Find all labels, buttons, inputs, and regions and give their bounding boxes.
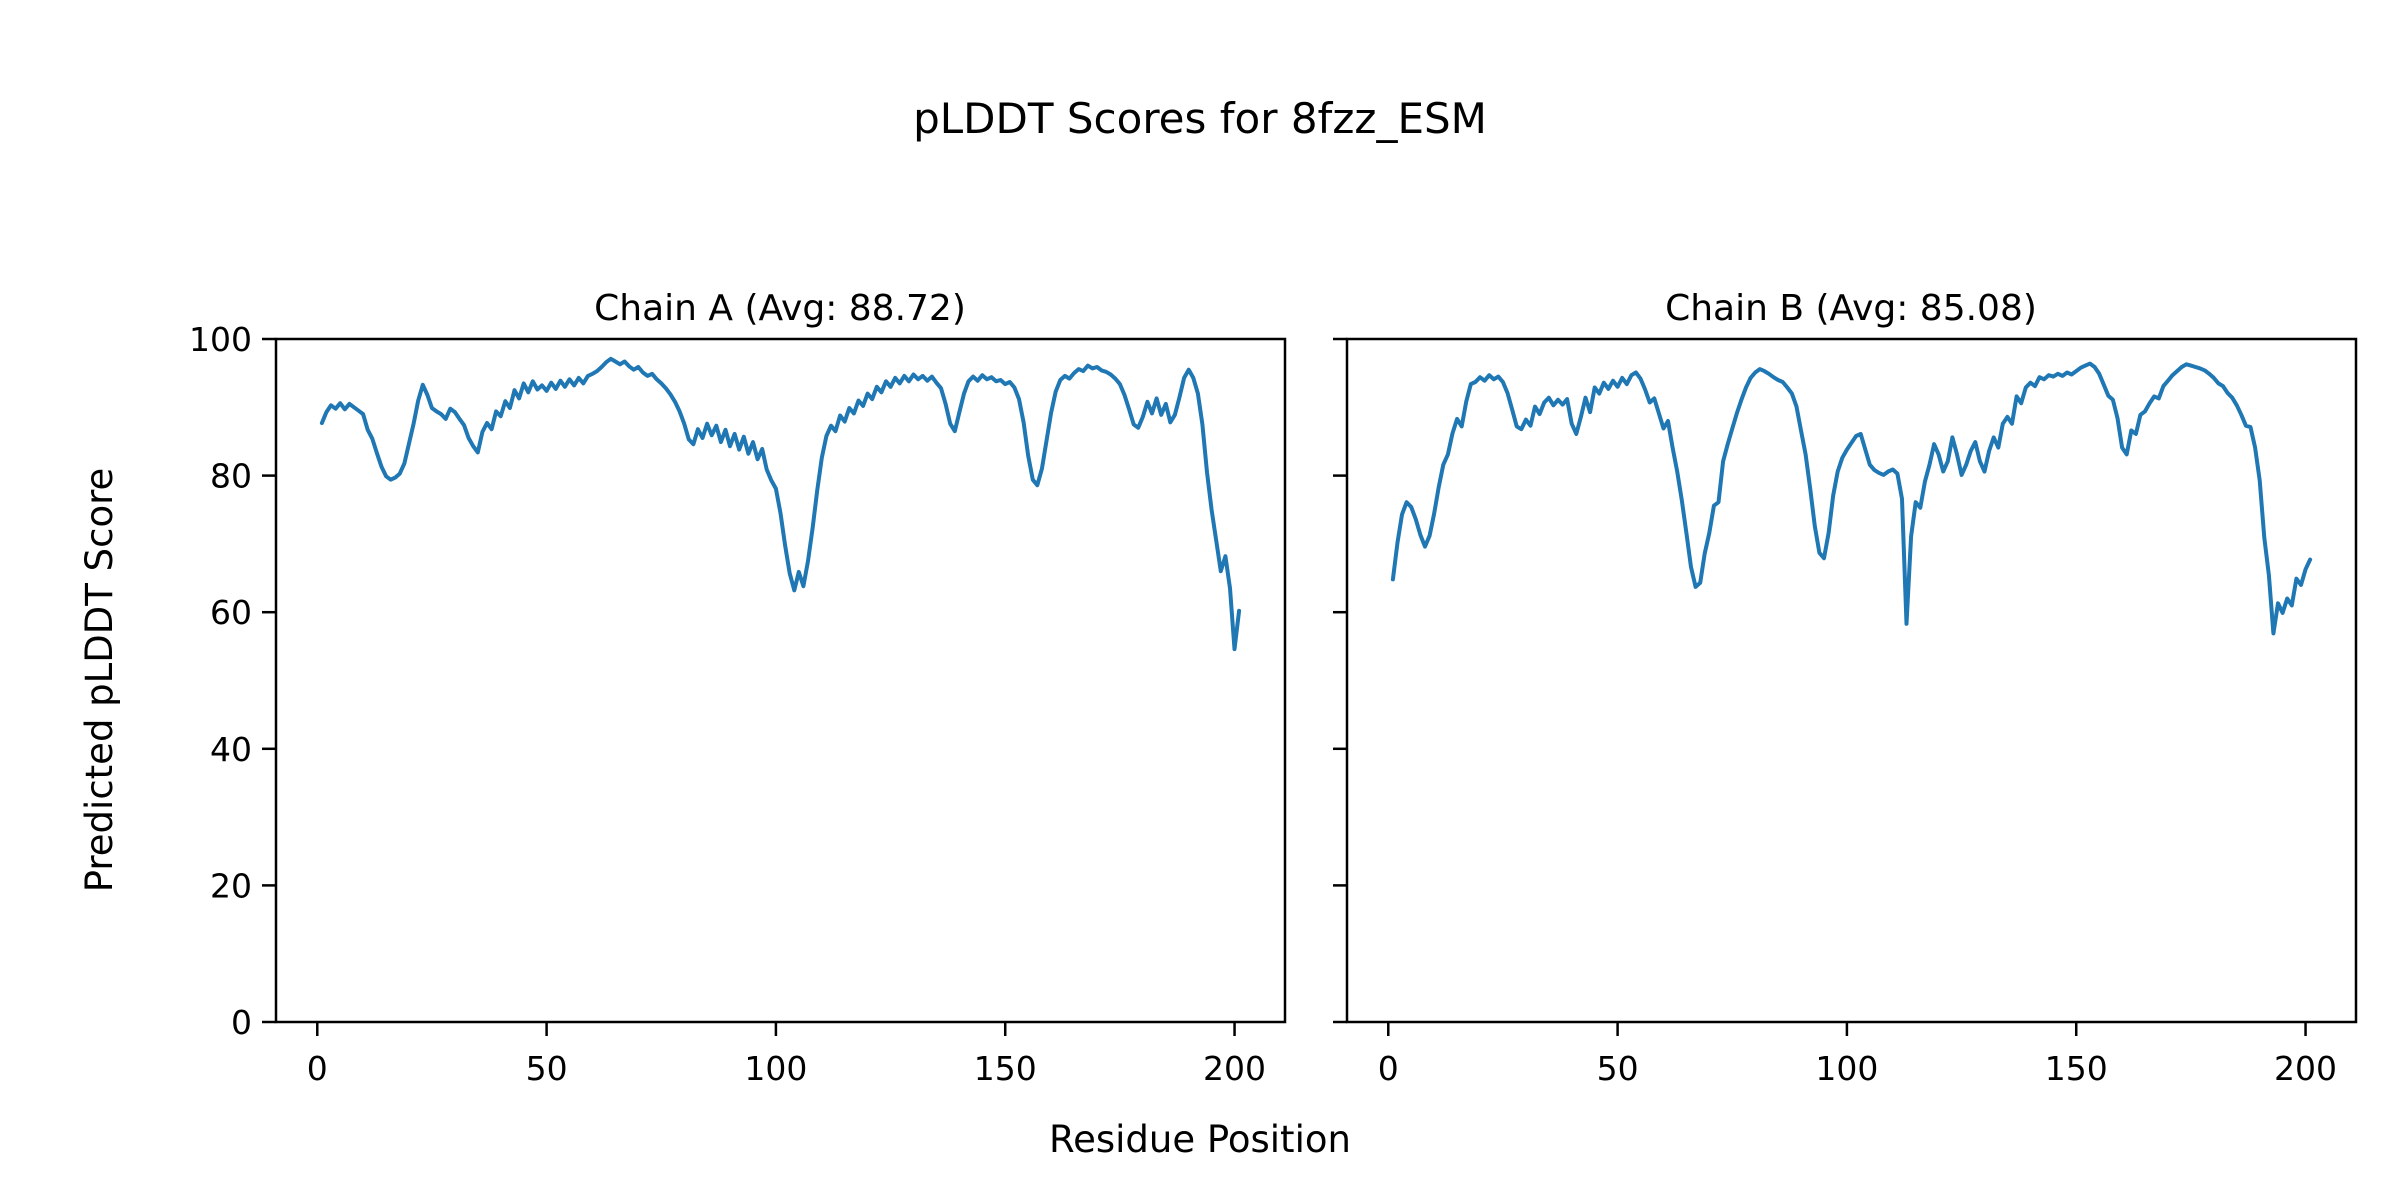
plot-border-chain-b: [1345, 337, 2358, 1024]
x-tick-label: 150: [2045, 1049, 2108, 1088]
subplot-chain-a: 0 50 100 150 200 0 20 40 60 80 100: [189, 320, 1287, 1088]
x-tick-label: 100: [744, 1049, 807, 1088]
x-tick-label: 100: [1815, 1049, 1878, 1088]
x-tick-label: 0: [1378, 1049, 1399, 1088]
x-tick-label: 200: [2274, 1049, 2337, 1088]
plot-border-chain-a: [274, 337, 1287, 1024]
y-tick-label: 0: [231, 1003, 252, 1042]
y-tick-label: 80: [210, 457, 252, 496]
plddt-line-chain-b: [1390, 361, 2313, 636]
subplot-chain-b: 0 50 100 150 200: [1333, 337, 2358, 1088]
x-tick-label: 200: [1203, 1049, 1266, 1088]
x-tick-label: 150: [974, 1049, 1037, 1088]
y-tick-label: 40: [210, 730, 252, 769]
x-tick-label: 0: [307, 1049, 328, 1088]
y-tick-label: 100: [189, 320, 252, 359]
y-tick-label: 20: [210, 866, 252, 905]
x-tick-label: 50: [1597, 1049, 1639, 1088]
figure-title: pLDDT Scores for 8fzz_ESM: [913, 94, 1487, 143]
x-tick-label: 50: [526, 1049, 568, 1088]
plddt-line-chain-a: [319, 356, 1242, 652]
subplots-group: 0 50 100 150 200 0 20 40 60 80 100 0 50 100 150 200: [189, 320, 2358, 1088]
x-axis-label: Residue Position: [1049, 1118, 1351, 1161]
subplot-title-chain-b: Chain B (Avg: 85.08): [1665, 288, 2037, 329]
y-tick-label: 60: [210, 593, 252, 632]
subplot-title-chain-a: Chain A (Avg: 88.72): [594, 288, 966, 329]
y-axis-label: Predicted pLDDT Score: [78, 468, 121, 893]
